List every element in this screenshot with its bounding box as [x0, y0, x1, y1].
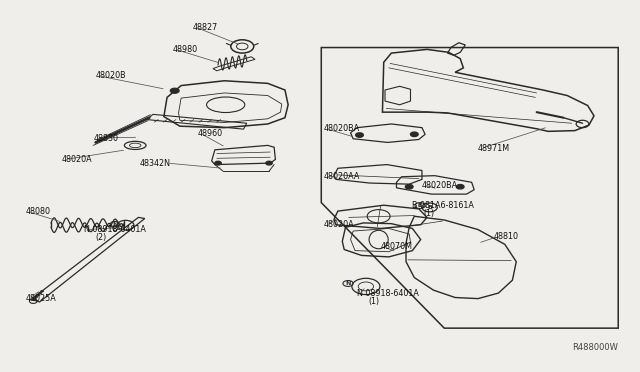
- Text: (2): (2): [96, 233, 107, 242]
- Circle shape: [40, 290, 44, 292]
- Text: (1): (1): [369, 298, 380, 307]
- Circle shape: [456, 185, 464, 189]
- Text: N 08918-6401A: N 08918-6401A: [357, 289, 419, 298]
- Text: 48960: 48960: [198, 129, 223, 138]
- Circle shape: [38, 292, 42, 294]
- Circle shape: [405, 185, 413, 189]
- Text: 48025A: 48025A: [26, 294, 56, 303]
- Circle shape: [356, 133, 364, 137]
- Text: 48020A: 48020A: [323, 220, 354, 229]
- Text: 48971M: 48971M: [478, 144, 510, 153]
- Text: B: B: [427, 205, 432, 210]
- Text: 48080: 48080: [26, 207, 51, 217]
- Text: R488000W: R488000W: [572, 343, 618, 352]
- Text: (1): (1): [424, 209, 435, 218]
- Text: 48020B: 48020B: [96, 71, 126, 80]
- Text: 48827: 48827: [193, 23, 218, 32]
- Text: 48020AA: 48020AA: [323, 172, 360, 181]
- Circle shape: [266, 161, 272, 165]
- Circle shape: [410, 132, 418, 137]
- Text: 48070M: 48070M: [381, 243, 413, 251]
- Circle shape: [215, 161, 221, 165]
- Text: B 081A6-8161A: B 081A6-8161A: [412, 201, 474, 210]
- Text: 48020BA: 48020BA: [323, 124, 359, 133]
- Text: N: N: [112, 222, 118, 227]
- Text: 48980: 48980: [172, 45, 197, 54]
- Text: B: B: [418, 203, 422, 208]
- Circle shape: [33, 298, 36, 299]
- Text: N 08918-6401A: N 08918-6401A: [84, 225, 146, 234]
- Text: 48020A: 48020A: [62, 155, 93, 164]
- Text: N: N: [346, 281, 351, 286]
- Text: 48020BA: 48020BA: [422, 181, 458, 190]
- Circle shape: [35, 296, 38, 298]
- Circle shape: [36, 294, 40, 296]
- Text: 48830: 48830: [94, 134, 119, 142]
- Circle shape: [170, 88, 179, 93]
- Text: 48342N: 48342N: [140, 158, 170, 168]
- Text: 48810: 48810: [493, 232, 518, 241]
